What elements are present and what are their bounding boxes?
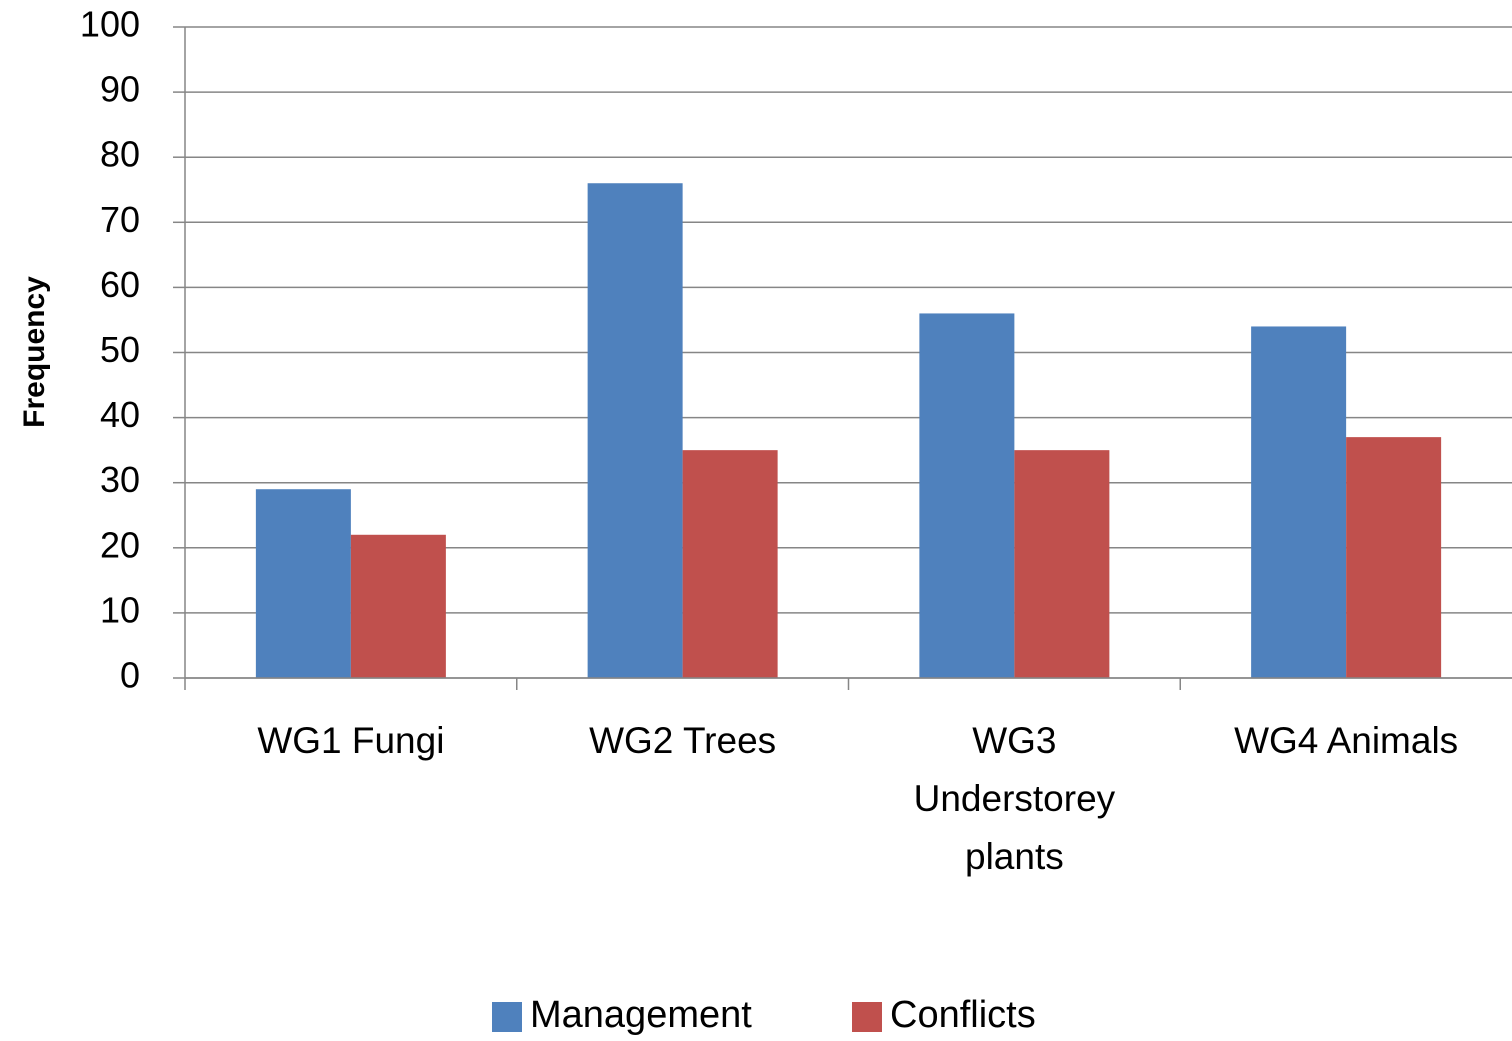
y-tick-label: 70 <box>100 199 140 240</box>
x-tick-label: WG1 Fungi <box>257 720 445 761</box>
legend-swatch <box>852 1002 882 1032</box>
x-tick-label: WG4 Animals <box>1234 720 1459 761</box>
legend-label: Conflicts <box>890 994 1036 1036</box>
y-tick-label: 30 <box>100 459 140 500</box>
bar <box>587 183 683 679</box>
bar <box>1251 326 1347 678</box>
y-tick-label: 50 <box>100 329 140 370</box>
y-tick-label: 90 <box>100 69 140 110</box>
legend-swatch <box>492 1002 522 1032</box>
y-tick-label: 10 <box>100 589 140 630</box>
bar <box>1346 437 1442 678</box>
bar <box>350 534 446 678</box>
y-axis-label: Frequency <box>18 276 51 428</box>
y-tick-label: 20 <box>100 524 140 565</box>
bar <box>255 489 351 678</box>
y-tick-label: 80 <box>100 134 140 175</box>
y-tick-label: 0 <box>120 655 140 696</box>
x-tick-label: WG3 Understorey plants <box>913 720 1116 877</box>
bar <box>919 313 1015 678</box>
y-tick-label: 60 <box>100 264 140 305</box>
y-tick-label: 100 <box>80 4 140 45</box>
bar <box>682 450 778 678</box>
x-tick-label: WG2 Trees <box>589 720 777 761</box>
bar <box>1014 450 1110 678</box>
legend-label: Management <box>530 994 752 1036</box>
y-tick-label: 40 <box>100 394 140 435</box>
